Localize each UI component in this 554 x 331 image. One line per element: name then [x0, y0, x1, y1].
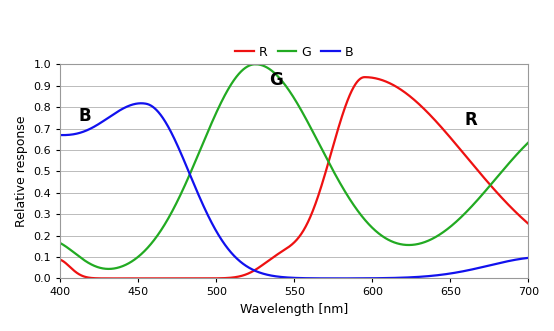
Text: R: R: [464, 111, 477, 129]
Text: B: B: [79, 107, 91, 125]
Y-axis label: Relative response: Relative response: [15, 116, 28, 227]
Legend: R, G, B: R, G, B: [230, 41, 358, 64]
Text: G: G: [269, 71, 283, 89]
X-axis label: Wavelength [nm]: Wavelength [nm]: [240, 303, 348, 316]
